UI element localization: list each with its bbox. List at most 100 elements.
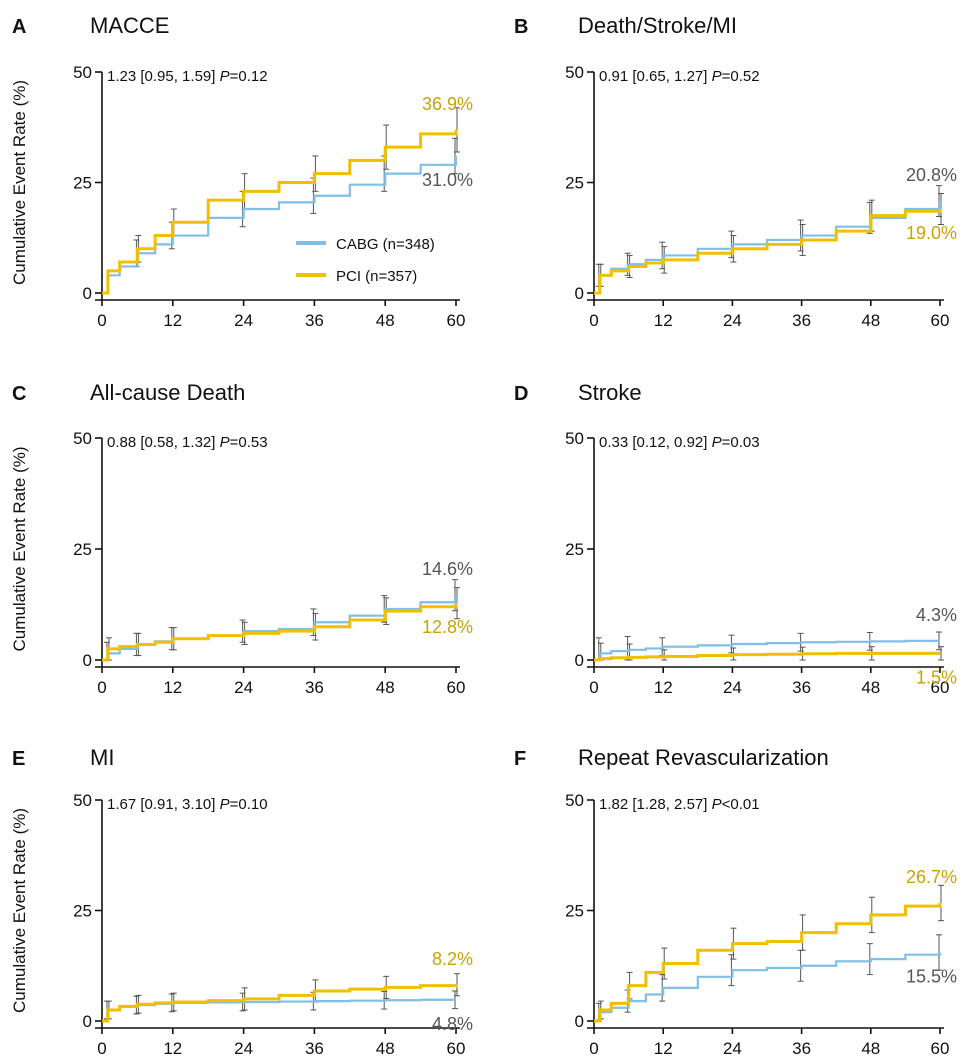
y-tick-label: 50 — [73, 63, 92, 82]
x-tick-label: 24 — [723, 678, 742, 697]
cabg-end-label: 20.8% — [906, 165, 957, 185]
panel-f: F Repeat Revascularization 0 25 50 0 12 24 36 48 6… — [514, 745, 957, 1058]
stat-hr-ci: 1.67 [0.91, 3.10] — [107, 796, 220, 813]
panel-title: Death/Stroke/MI — [578, 13, 737, 38]
legend-pci-label: PCI (n=357) — [336, 268, 417, 285]
y-tick-label: 50 — [73, 429, 92, 448]
x-tick-label: 0 — [589, 311, 598, 330]
stat-p-symbol: P — [712, 68, 722, 85]
stat-annotation: 0.33 [0.12, 0.92] P=0.03 — [599, 434, 760, 451]
cabg-curve — [594, 639, 940, 662]
y-tick-label: 25 — [73, 902, 92, 921]
stat-p-symbol: P — [220, 68, 230, 85]
pci-end-label: 1.5% — [916, 667, 957, 687]
x-tick-label: 36 — [305, 678, 324, 697]
y-tick-label: 25 — [565, 174, 584, 193]
pci-end-label: 36.9% — [422, 94, 473, 114]
panel-title: Repeat Revascularization — [578, 745, 829, 770]
x-tick-label: 48 — [861, 311, 880, 330]
stat-p-value: <0.01 — [722, 796, 760, 813]
stat-hr-ci: 0.33 [0.12, 0.92] — [599, 434, 712, 451]
y-axis-label: Cumulative Event Rate (%) — [10, 446, 29, 651]
y-axis-label: Cumulative Event Rate (%) — [10, 808, 29, 1013]
stat-p-symbol: P — [712, 434, 722, 451]
stat-hr-ci: 1.82 [1.28, 2.57] — [599, 796, 712, 813]
x-tick-label: 36 — [792, 678, 811, 697]
stat-annotation: 1.67 [0.91, 3.10] P=0.10 — [107, 796, 268, 813]
cabg-curve — [102, 595, 458, 662]
pci-curve — [102, 984, 458, 1023]
x-tick-label: 12 — [654, 1039, 673, 1058]
x-tick-label: 48 — [376, 311, 395, 330]
x-tick-label: 24 — [234, 1039, 253, 1058]
x-tick-label: 60 — [931, 311, 950, 330]
stat-annotation: 1.82 [1.28, 2.57] P<0.01 — [599, 796, 760, 813]
y-tick-label: 25 — [73, 174, 92, 193]
x-tick-label: 36 — [792, 1039, 811, 1058]
x-tick-label: 0 — [97, 1039, 106, 1058]
x-tick-label: 48 — [861, 678, 880, 697]
x-tick-label: 24 — [234, 678, 253, 697]
x-tick-label: 12 — [163, 311, 182, 330]
pci-end-label: 8.2% — [432, 949, 473, 969]
y-tick-label: 50 — [565, 63, 584, 82]
stat-p-value: =0.03 — [722, 434, 760, 451]
panel-title: MACCE — [90, 13, 169, 38]
pci-curve — [594, 902, 942, 1023]
cabg-curve — [594, 952, 942, 1023]
panel-letter: C — [12, 383, 26, 405]
x-tick-label: 48 — [861, 1039, 880, 1058]
stat-annotation: 0.88 [0.58, 1.32] P=0.53 — [107, 434, 268, 451]
y-tick-label: 0 — [83, 1012, 92, 1031]
cabg-end-label: 4.3% — [916, 605, 957, 625]
x-tick-label: 12 — [163, 1039, 182, 1058]
panel-c: C All-cause Death Cumulative Event Rate (%… — [10, 380, 473, 697]
cabg-end-label: 4.8% — [432, 1014, 473, 1034]
x-tick-label: 0 — [589, 678, 598, 697]
panel-title: Stroke — [578, 380, 642, 405]
pci-curve — [102, 603, 458, 662]
y-tick-label: 25 — [565, 902, 584, 921]
stat-annotation: 1.23 [0.95, 1.59] P=0.12 — [107, 68, 268, 85]
y-tick-label: 0 — [575, 284, 584, 303]
panel-d: D Stroke 0 25 50 0 12 24 36 48 60 0.33 [0.12, 0.92]… — [514, 380, 957, 697]
x-tick-label: 60 — [931, 1039, 950, 1058]
cabg-end-label: 31.0% — [422, 170, 473, 190]
y-tick-label: 50 — [565, 791, 584, 810]
x-tick-label: 36 — [305, 1039, 324, 1058]
x-tick-label: 12 — [163, 678, 182, 697]
panel-letter: A — [12, 16, 26, 38]
pci-end-label: 19.0% — [906, 223, 957, 243]
x-tick-label: 36 — [305, 311, 324, 330]
x-tick-label: 0 — [589, 1039, 598, 1058]
panel-letter: B — [514, 16, 528, 38]
panel-e: E MI Cumulative Event Rate (%) 0 25 50 0 12 24 36… — [10, 745, 473, 1058]
stat-hr-ci: 0.88 [0.58, 1.32] — [107, 434, 220, 451]
pci-end-label: 26.7% — [906, 867, 957, 887]
x-tick-label: 0 — [97, 311, 106, 330]
x-tick-label: 0 — [97, 678, 106, 697]
y-tick-label: 50 — [565, 429, 584, 448]
x-tick-label: 60 — [447, 678, 466, 697]
x-tick-label: 24 — [234, 311, 253, 330]
y-axis-label: Cumulative Event Rate (%) — [10, 80, 29, 285]
x-tick-label: 24 — [723, 1039, 742, 1058]
panel-title: All-cause Death — [90, 380, 245, 405]
panel-b: B Death/Stroke/MI 0 25 50 0 12 24 36 48 60 0.91 [0.… — [514, 13, 957, 330]
stat-p-value: =0.53 — [230, 434, 268, 451]
x-tick-label: 48 — [376, 678, 395, 697]
stat-p-symbol: P — [220, 796, 230, 813]
panel-letter: E — [12, 748, 25, 770]
panel-title: MI — [90, 745, 114, 770]
y-tick-label: 0 — [575, 1012, 584, 1031]
stat-hr-ci: 0.91 [0.65, 1.27] — [599, 68, 712, 85]
y-tick-label: 25 — [565, 540, 584, 559]
pci-curve — [102, 129, 458, 295]
stat-p-symbol: P — [712, 796, 722, 813]
x-tick-label: 36 — [792, 311, 811, 330]
x-tick-label: 12 — [654, 311, 673, 330]
stat-p-value: =0.12 — [230, 68, 268, 85]
pci-curve — [594, 209, 942, 295]
cabg-end-label: 14.6% — [422, 559, 473, 579]
